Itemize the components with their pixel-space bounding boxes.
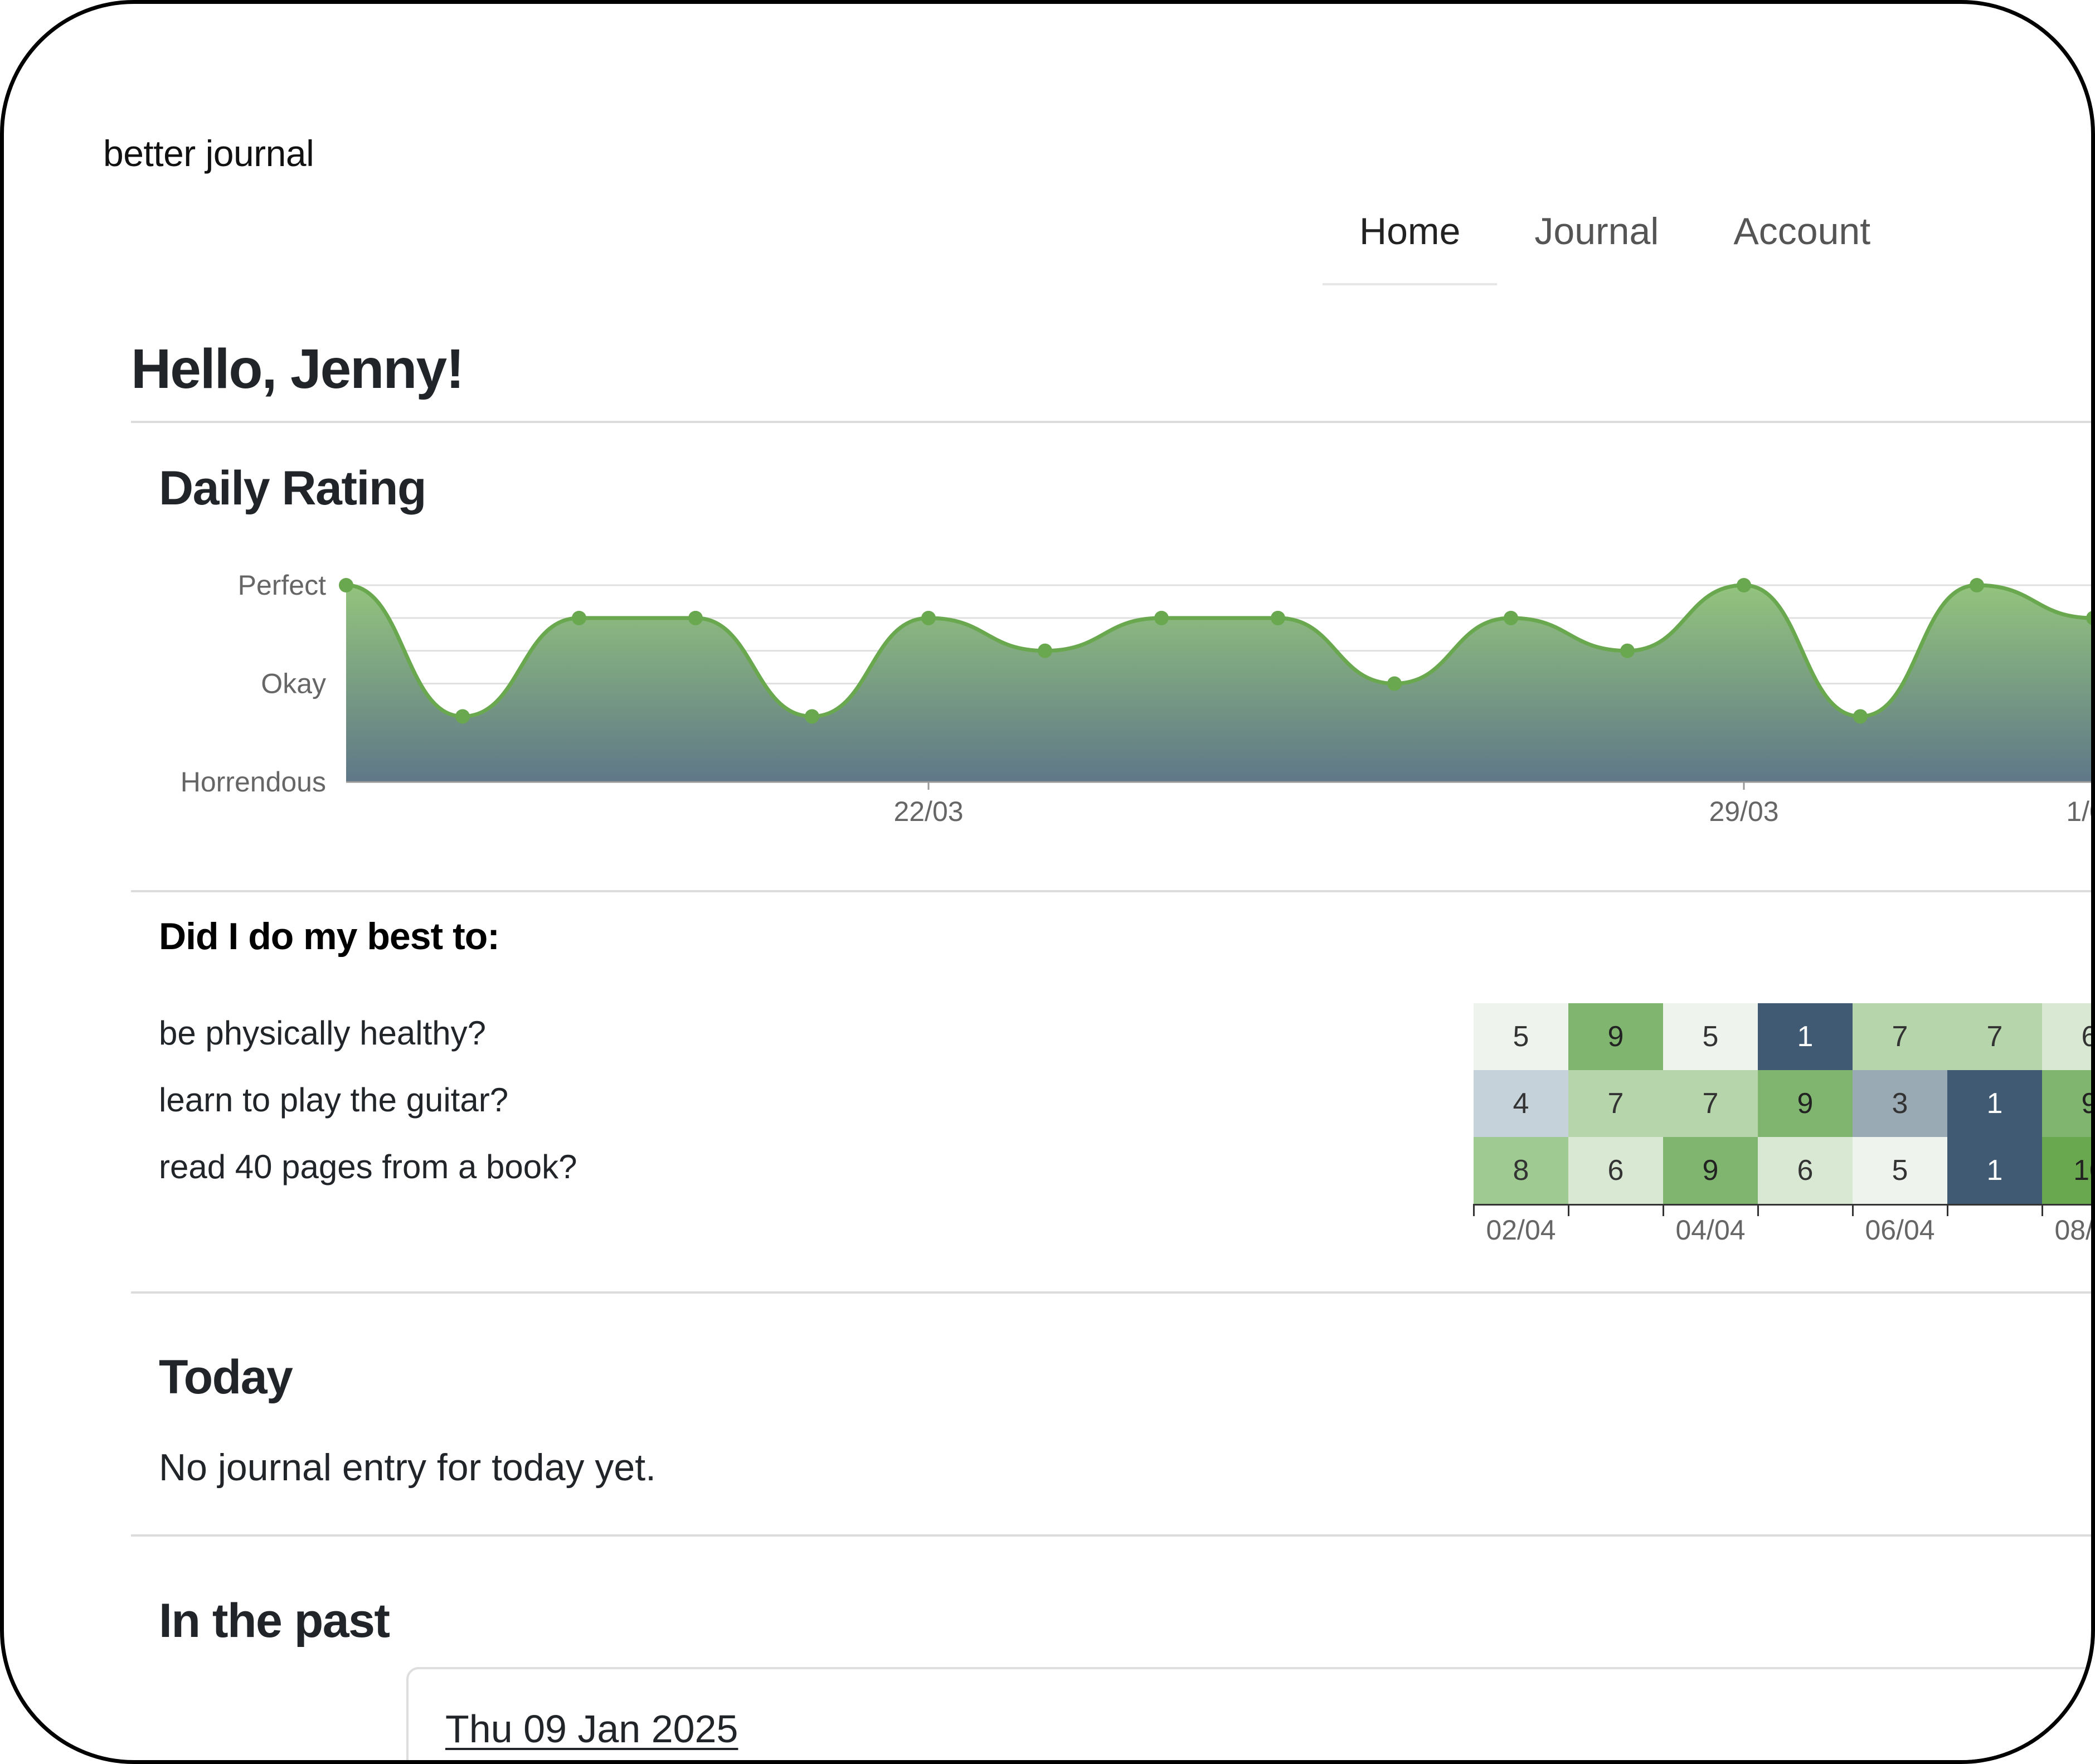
chart-xtick-label: 29/03 [1709, 796, 1778, 827]
heatmap-cell: 6 [2042, 1003, 2091, 1070]
heatmap-cell: 6 [1568, 1137, 1663, 1204]
chart-series-line [346, 583, 2091, 718]
chart-point [1853, 709, 1868, 724]
chart-point [2086, 611, 2091, 625]
chart-point [1271, 610, 1285, 625]
heatmap-x-label: 04/04 [1675, 1214, 1746, 1246]
chart-xtick-label: 22/03 [893, 796, 963, 827]
habit-label-2: learn to play the guitar? [159, 1081, 509, 1119]
heatmap-cell: 9 [1568, 1003, 1663, 1070]
chart-ytick-label: Horrendous [181, 766, 326, 798]
heatmap-x-label: 06/04 [1865, 1214, 1935, 1246]
chart-point [688, 610, 703, 625]
brand-logo-text[interactable]: better journal [103, 133, 314, 174]
heatmap-cell: 4 [1474, 1070, 1568, 1137]
heatmap-tick [2041, 1204, 2043, 1216]
nav-account[interactable]: Account [1733, 210, 1871, 252]
heatmap-x-label: 08/04 [2054, 1214, 2093, 1246]
heatmap-cell: 6 [1758, 1137, 1853, 1204]
heatmap-x-axis [1474, 1204, 2091, 1206]
heatmap-cell: 8 [1474, 1137, 1568, 1204]
chart-point [1387, 676, 1402, 691]
heatmap-tick [1757, 1204, 1759, 1216]
divider [131, 1534, 2091, 1537]
heatmap-cell: 9 [2042, 1070, 2091, 1137]
daily-rating-chart: Horrendous Okay Perfect 22/03 29/03 1/04 [181, 570, 2095, 827]
chart-point [455, 709, 470, 724]
daily-rating-title: Daily Rating [159, 461, 426, 515]
heatmap-cell: 3 [1853, 1070, 1947, 1137]
heatmap-x-label: 02/04 [1486, 1214, 1556, 1246]
divider [131, 890, 2091, 892]
nav-home[interactable]: Home [1323, 202, 1498, 285]
chart-ytick-label: Perfect [238, 570, 327, 601]
heatmap-cell: 5 [1663, 1003, 1758, 1070]
heatmap-cell: 7 [1853, 1003, 1947, 1070]
today-message: No journal entry for today yet. [159, 1446, 657, 1489]
chart-point [1154, 610, 1169, 625]
heatmap-cell: 5 [1474, 1003, 1568, 1070]
heatmap-cell: 7 [1568, 1070, 1663, 1137]
heatmap-cell: 1 [1947, 1070, 2042, 1137]
chart-point [572, 610, 586, 625]
heatmap-tick [1852, 1204, 1854, 1216]
heatmap-cell: 9 [1663, 1137, 1758, 1204]
heatmap-cell: 1 [1758, 1003, 1853, 1070]
chart-area-fill [346, 585, 2091, 782]
heatmap-tick [1568, 1204, 1569, 1216]
past-entry-date-link[interactable]: Thu 09 Jan 2025 [445, 1707, 738, 1751]
today-title: Today [159, 1350, 293, 1404]
chart-ytick-label: Okay [261, 668, 326, 699]
habits-title: Did I do my best to: [159, 915, 500, 958]
heatmap-cell: 5 [1853, 1137, 1947, 1204]
chart-point [1038, 643, 1052, 658]
divider [131, 1291, 2091, 1294]
divider [131, 421, 2091, 423]
past-title: In the past [159, 1594, 390, 1648]
heatmap-cell: 9 [1758, 1070, 1853, 1137]
chart-point [1970, 578, 1984, 592]
heatmap-tick [1947, 1204, 1948, 1216]
habit-label-1: be physically healthy? [159, 1014, 487, 1052]
past-entry-card[interactable] [406, 1667, 2091, 1760]
chart-point [1737, 578, 1751, 592]
nav-journal[interactable]: Journal [1534, 210, 1659, 252]
chart-point [805, 709, 819, 724]
heatmap-cell: 7 [1663, 1070, 1758, 1137]
heatmap-cell: 1 [1947, 1137, 2042, 1204]
chart-point [1620, 643, 1635, 658]
chart-point [1504, 610, 1518, 625]
heatmap-cell: 10 [2042, 1137, 2091, 1204]
top-nav: Home Journal Account [1323, 202, 1908, 285]
page-greeting: Hello, Jenny! [131, 338, 464, 400]
heatmap-cell: 7 [1947, 1003, 2042, 1070]
chart-point [339, 578, 353, 592]
heatmap-tick [1473, 1204, 1475, 1216]
chart-point [921, 610, 936, 625]
habit-label-3: read 40 pages from a book? [159, 1148, 577, 1185]
chart-xtick-label: 1/04 [2066, 796, 2095, 827]
heatmap-tick [1663, 1204, 1664, 1216]
